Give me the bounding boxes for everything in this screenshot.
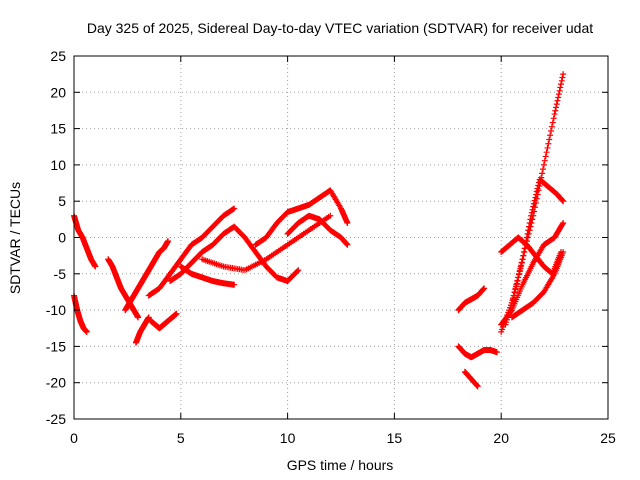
y-axis-title: SDTVAR / TECUs — [7, 182, 23, 294]
y-tick-label: 25 — [50, 48, 66, 64]
x-tick-label: 5 — [177, 430, 185, 446]
y-tick-labels: -25 -20 -15 -10 -5 0 5 10 15 20 25 — [46, 48, 66, 427]
series-arc-1 — [71, 212, 99, 270]
y-tick-label: 10 — [50, 157, 66, 173]
x-tick-label: 15 — [387, 430, 403, 446]
y-tick-label: -10 — [46, 302, 66, 318]
data-point-marks — [455, 285, 488, 314]
series-arc-9 — [167, 223, 302, 285]
series-arc-19 — [498, 219, 567, 328]
data-point-marks — [147, 310, 180, 332]
x-tick-label: 10 — [280, 430, 296, 446]
series-arc-6 — [147, 310, 180, 332]
axis-ticks — [73, 55, 609, 420]
y-tick-label: 15 — [50, 121, 66, 137]
data-markers — [71, 71, 567, 390]
data-point-marks — [145, 205, 238, 299]
series-arc-11 — [252, 187, 351, 248]
y-tick-label: 20 — [50, 84, 66, 100]
y-tick-label: -5 — [54, 266, 67, 282]
data-point-marks — [498, 71, 567, 335]
data-point-marks — [71, 212, 99, 270]
x-tick-label: 0 — [70, 430, 78, 446]
data-point-marks — [199, 212, 334, 274]
data-point-marks — [284, 212, 351, 248]
series-arc-14 — [455, 285, 488, 314]
x-tick-label: 20 — [493, 430, 509, 446]
data-point-marks — [455, 343, 500, 361]
series-arc-4 — [122, 238, 171, 314]
data-point-marks — [122, 238, 171, 314]
series-arc-12 — [284, 212, 351, 248]
x-axis-title: GPS time / hours — [287, 457, 394, 473]
series-arc-20 — [508, 249, 567, 321]
series-arc-7 — [145, 205, 238, 299]
series-arc-15 — [461, 368, 481, 390]
data-point-marks — [132, 314, 152, 346]
chart-title: Day 325 of 2025, Sidereal Day-to-day VTE… — [87, 20, 593, 36]
y-tick-label: -20 — [46, 375, 66, 391]
data-point-marks — [167, 223, 302, 285]
series-arc-5 — [132, 314, 152, 346]
data-point-marks — [508, 249, 567, 321]
x-tick-label: 25 — [600, 430, 616, 446]
y-tick-label: 0 — [58, 230, 66, 246]
series-arc-10 — [199, 212, 334, 274]
series-arc-16 — [498, 71, 567, 335]
y-tick-label: 5 — [58, 193, 66, 209]
y-tick-label: -15 — [46, 338, 66, 354]
data-point-marks — [498, 219, 567, 328]
x-tick-labels: 0 5 10 15 20 25 — [70, 430, 616, 446]
data-point-marks — [252, 187, 351, 248]
data-point-marks — [461, 368, 481, 390]
y-tick-label: -25 — [46, 411, 66, 427]
series-arc-13 — [455, 343, 500, 361]
